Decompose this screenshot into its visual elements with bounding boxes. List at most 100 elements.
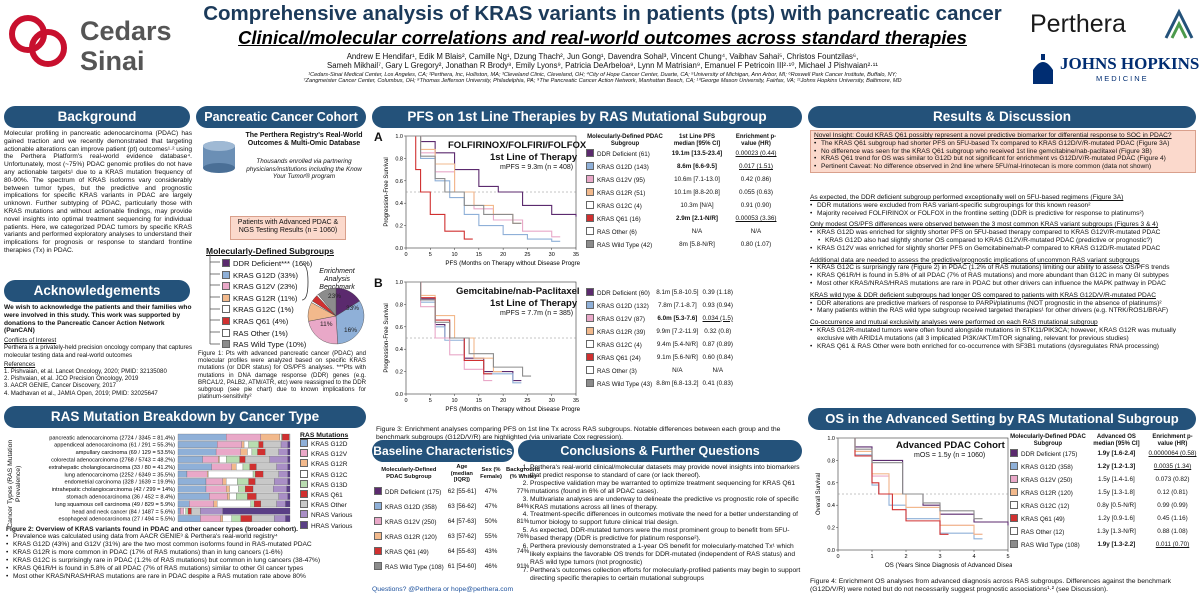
ras-bar-segment bbox=[274, 478, 288, 485]
row-median: 2.9m [2.1-N/R] bbox=[676, 215, 718, 223]
ras-category-label: extrahepatic cholangiocarcinoma (33 / 80… bbox=[49, 465, 176, 471]
perthera-logo-text: Perthera bbox=[1030, 10, 1126, 38]
ras-category-label: lung adenocarcinoma (2252 / 6349 = 35.5%… bbox=[64, 472, 175, 478]
x-tick-label: 3 bbox=[938, 554, 941, 560]
pie-slice bbox=[317, 287, 337, 317]
baseline-subgroup: KRAS G12R (120) bbox=[385, 533, 437, 541]
ras-category-label: appendiceal adenocarcinoma (61 / 291 = 5… bbox=[54, 443, 175, 449]
y-tick-label: 0.8 bbox=[827, 458, 835, 464]
ras-bar-segment bbox=[215, 448, 241, 456]
row-subgroup: RAS Other (6) bbox=[597, 229, 637, 237]
row-pvalue: 0.99 (0.99) bbox=[1157, 502, 1188, 510]
baseline-heading: Baseline Characteristics bbox=[372, 440, 514, 462]
x-tick-label: 1 bbox=[870, 554, 873, 560]
novel-insight-box: Novel Insight: Could KRAS Q61 possibly r… bbox=[810, 130, 1196, 173]
ras-legend-label: KRAS G12R bbox=[311, 461, 348, 469]
row-subgroup: KRAS G12C (4) bbox=[597, 203, 642, 211]
results-bullet: Most other KRAS/NRAS/HRAS mutations are … bbox=[810, 280, 1198, 288]
authors-line-2: Sameh Mikhail⁷, Gary L Gregory², Jonatha… bbox=[327, 61, 878, 71]
y-tick-label: 0.2 bbox=[395, 370, 403, 376]
row-pvalue: 0.60 (0.84) bbox=[702, 353, 734, 361]
ras-bar-segment bbox=[231, 463, 237, 471]
ras-bar-segment bbox=[226, 433, 262, 441]
results-bullet: KRAS G12D was enriched for slightly shor… bbox=[810, 229, 1198, 237]
row-subgroup: KRAS G12D (358) bbox=[1021, 464, 1073, 472]
ras-legend-item: KRAS G12V bbox=[300, 449, 366, 459]
row-pvalue: 0.39 (1.18) bbox=[702, 288, 734, 296]
coi-text: Perthera is a privately-held precision o… bbox=[4, 344, 192, 359]
x-tick-label: 35 bbox=[573, 252, 579, 258]
results-section-list: KRAS G12C is surprisingly rare (Figure 2… bbox=[810, 264, 1198, 287]
ras-bar-segment bbox=[200, 515, 221, 522]
baseline-sex: 50% bbox=[484, 517, 498, 525]
row-median: 10.1m [8.8-20.8] bbox=[674, 189, 720, 197]
ras-bar-segment bbox=[281, 433, 283, 441]
row-pvalue: 0.011 (0.70) bbox=[1155, 541, 1190, 549]
os-mos: mOS = 1.5y (n = 1060) bbox=[914, 452, 986, 459]
baseline-header: Background (% White) bbox=[506, 467, 540, 480]
x-axis-label: PFS (Months on Therapy without Disease P… bbox=[445, 406, 580, 413]
ras-bar-segment bbox=[278, 470, 288, 478]
panel-a-mpfs: mPFS = 9.3m (n = 408) bbox=[500, 164, 574, 171]
km-curve-kras-q61 bbox=[406, 135, 473, 240]
row-median: 19.1m [13.5-23.4] bbox=[671, 150, 723, 158]
row-subgroup: KRAS G12V (95) bbox=[597, 177, 645, 185]
row-pvalue: 0.0035 (1.34) bbox=[1153, 463, 1192, 471]
cedars-logo: Cedars Sinai bbox=[4, 6, 172, 86]
subgroup-swatch bbox=[222, 270, 230, 279]
baseline-row: KRAS G12D (358) 63 [56-62] 47% 84% bbox=[372, 499, 542, 514]
km-curve-ddr-deficient bbox=[406, 135, 577, 217]
ras-bar-segment bbox=[240, 515, 253, 522]
ras-bar-segment bbox=[177, 478, 207, 485]
y-tick-label: 0.4 bbox=[395, 201, 403, 207]
ras-bar-segment bbox=[257, 448, 266, 456]
background-heading: Background bbox=[4, 106, 190, 128]
cedars-logo-line2: Sinai bbox=[80, 46, 145, 76]
ras-category-label: esophageal adenocarcinoma (27 / 494 = 5.… bbox=[59, 517, 176, 523]
x-tick-label: 20 bbox=[500, 252, 506, 258]
baseline-bg: 74% bbox=[516, 547, 530, 555]
ras-bar-segment bbox=[177, 500, 190, 508]
patients-box: Patients with Advanced PDAC & NGS Testin… bbox=[230, 216, 346, 240]
novel-insight-item: No difference was seen for the KRAS Q61 … bbox=[814, 148, 1192, 156]
database-icon bbox=[203, 141, 235, 173]
panel-b-title: Gemcitabine/nab-Paclitaxel bbox=[456, 286, 580, 297]
row-pvalue: 0.073 (0.82) bbox=[1155, 476, 1190, 484]
ras-bar-segment bbox=[245, 456, 270, 463]
pie-label: 23% bbox=[328, 293, 341, 300]
subgroup-item: RAS Wild Type (10%) bbox=[222, 339, 332, 351]
subgroup-swatch bbox=[222, 340, 230, 349]
ras-bullets: Prevalence was calculated using data fro… bbox=[6, 533, 368, 581]
pfs-km-plot-b: 0.0 0.2 0.4 0.6 0.8 1.0 0 5 10 15 20 25 30 35 Progress… bbox=[384, 280, 580, 413]
row-median: 8m [5.8-N/R] bbox=[679, 241, 715, 249]
row-subgroup: KRAS Q61 (16) bbox=[597, 216, 641, 224]
row-pvalue: 0.017 (1.51) bbox=[739, 163, 773, 171]
subgroup-swatch bbox=[222, 316, 230, 325]
ras-bar-segment bbox=[177, 470, 188, 478]
ras-category-label: head and neck cancer (84 / 1487 = 5.6%) bbox=[72, 509, 175, 515]
table-row: KRAS G12V (95) 10.6m [7.1-13.0] 0.42 (0.86… bbox=[584, 174, 784, 187]
ras-bullet: KRAS Q61R/H is found in 5.8% of all PDAC… bbox=[6, 565, 368, 573]
row-pvalue: N/A bbox=[712, 366, 724, 374]
x-tick-label: 2 bbox=[904, 554, 907, 560]
row-median: 1.9y [1.6-2.4] bbox=[1097, 450, 1136, 458]
ras-bar-segment bbox=[177, 448, 217, 456]
conclusion-item: Perthera previously demonstrated a 1-yea… bbox=[530, 543, 802, 567]
ras-category-label: lung squamous cell carcinoma (49 / 829 =… bbox=[55, 502, 175, 508]
ras-legend-item: KRAS Other bbox=[300, 500, 366, 510]
row-pvalue: 0.32 (0.8) bbox=[704, 327, 732, 335]
row-swatch bbox=[586, 378, 594, 387]
y-tick-label: 0.4 bbox=[395, 347, 403, 353]
row-subgroup: RAS Other (3) bbox=[597, 367, 637, 375]
row-median: 1.9y [1.3-2.2] bbox=[1097, 541, 1136, 549]
ras-bar-segment bbox=[202, 456, 219, 463]
x-tick-label: 5 bbox=[429, 252, 432, 258]
row-subgroup: RAS Other (12) bbox=[1021, 529, 1065, 537]
table-row: RAS Wild Type (108) 1.9y [1.3-2.2] 0.011 (… bbox=[1008, 539, 1200, 552]
ras-bar-segment bbox=[240, 448, 248, 456]
reference-1: 1. Pishvaian, et al. Lancet Oncology, 20… bbox=[4, 368, 167, 375]
row-pvalue: 0.00053 (3.36) bbox=[735, 215, 777, 223]
ras-legend-item: KRAS G12D bbox=[300, 439, 366, 449]
table-row: RAS Wild Type (43) 8.8m [6.8-13.2] 0.41 (0… bbox=[584, 377, 735, 390]
ras-bullet: KRAS G12C is surprisingly rare in PDAC (… bbox=[6, 557, 368, 565]
